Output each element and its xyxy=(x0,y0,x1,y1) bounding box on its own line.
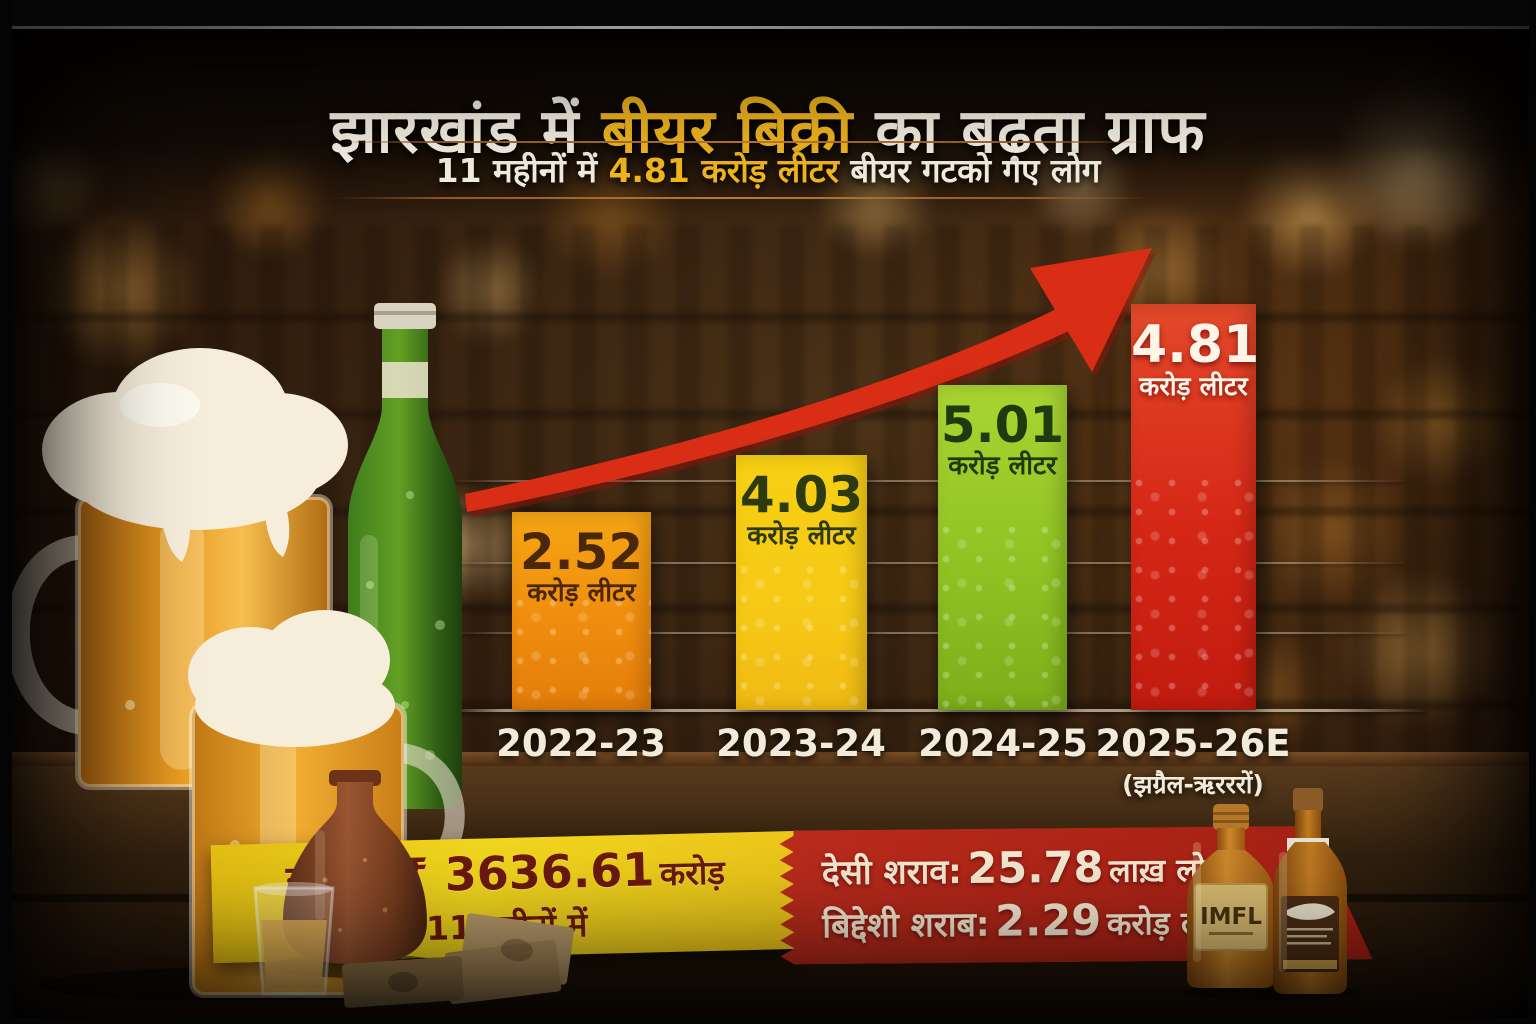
liquor-pot-icon xyxy=(283,770,427,964)
x-label-2023-24: 2023-24 xyxy=(716,722,886,765)
whisky-bottle-icon xyxy=(1273,788,1347,994)
frame-border-bottom xyxy=(0,1018,1536,1024)
bar-unit: करोड़ लीटर xyxy=(1139,371,1248,402)
title-text: झारखांड में xyxy=(330,95,602,167)
bar-2022-23: 2.52 करोड़ लीटर xyxy=(512,512,651,711)
subtitle: 11 महीनों में 4.81 करोड़ लीटर बीयर गटको … xyxy=(0,147,1536,192)
frame-border-top xyxy=(0,0,1536,29)
bar-unit: करोड़ लीटर xyxy=(527,577,636,608)
bar-unit: करोड़ लीटर xyxy=(747,520,856,551)
gridline-1 xyxy=(455,480,1405,482)
x-label-year: 2025-26E xyxy=(1095,722,1291,765)
country-liquor-value: 25.78 xyxy=(967,842,1104,894)
page-title: झारखांड में बीयर बिक्री का बढ़ता ग्राफ xyxy=(0,87,1536,170)
frame-border-right xyxy=(1529,0,1536,1024)
country-liquor-props-illustration xyxy=(253,770,574,1008)
title-highlight: बीयर बिक्री xyxy=(601,95,854,167)
x-label-2024-25: 2024-25 xyxy=(918,722,1088,765)
revenue-amount-unit: करोड़ xyxy=(659,852,726,894)
x-axis-baseline xyxy=(450,709,1425,712)
subtitle-highlight: 4.81 करोड़ लीटर xyxy=(608,151,839,190)
country-liquor-label: देसी शराव: xyxy=(821,851,962,893)
bar-value: 4.03 xyxy=(739,466,864,524)
bar-2025-26E: 4.81 करोड़ लीटर xyxy=(1131,304,1260,710)
subtitle-text: बीयर गटको गए लोग xyxy=(838,151,1101,190)
x-label-2022-23: 2022-23 xyxy=(496,722,666,765)
x-label-note: (झग्रैल-ऋरररों) xyxy=(1122,770,1264,799)
title-text: का बढ़ता ग्राफ xyxy=(853,95,1206,167)
bar-value: 4.81 xyxy=(1131,315,1260,375)
separator-line-bottom xyxy=(335,197,1150,199)
gridline-2 xyxy=(455,562,1405,564)
foreign-liquor-value: 2.29 xyxy=(994,895,1102,947)
frame-border-left xyxy=(0,0,12,1024)
header-shade xyxy=(0,24,1536,224)
gridline-3 xyxy=(455,632,1405,634)
bar-2024-25: 5.01 करोड़ लीटर xyxy=(938,385,1067,710)
beer-foam xyxy=(188,610,395,747)
x-label-2025-26E: 2025-26E (झग्रैल-ऋरररों) xyxy=(1078,722,1308,801)
imfl-bottles-illustration: IMFL xyxy=(1182,788,1358,1000)
currency-notes-icon xyxy=(341,913,574,1008)
trend-arrow-icon xyxy=(465,248,1156,517)
bar-value: 2.52 xyxy=(519,523,644,581)
bar-unit: करोड़ लीटर xyxy=(948,450,1057,481)
foreign-liquor-label: बिद्देशी शराब: xyxy=(822,904,990,947)
imfl-label: IMFL xyxy=(1200,904,1262,930)
separator-line-top xyxy=(335,141,1150,143)
bar-value: 5.01 xyxy=(940,396,1065,454)
bar-2023-24: 4.03 करोड़ लीटर xyxy=(736,455,867,710)
liquor-glass-icon xyxy=(253,882,335,996)
subtitle-text: 11 महीनों में xyxy=(435,151,609,190)
imfl-bottle-icon: IMFL xyxy=(1187,804,1275,988)
